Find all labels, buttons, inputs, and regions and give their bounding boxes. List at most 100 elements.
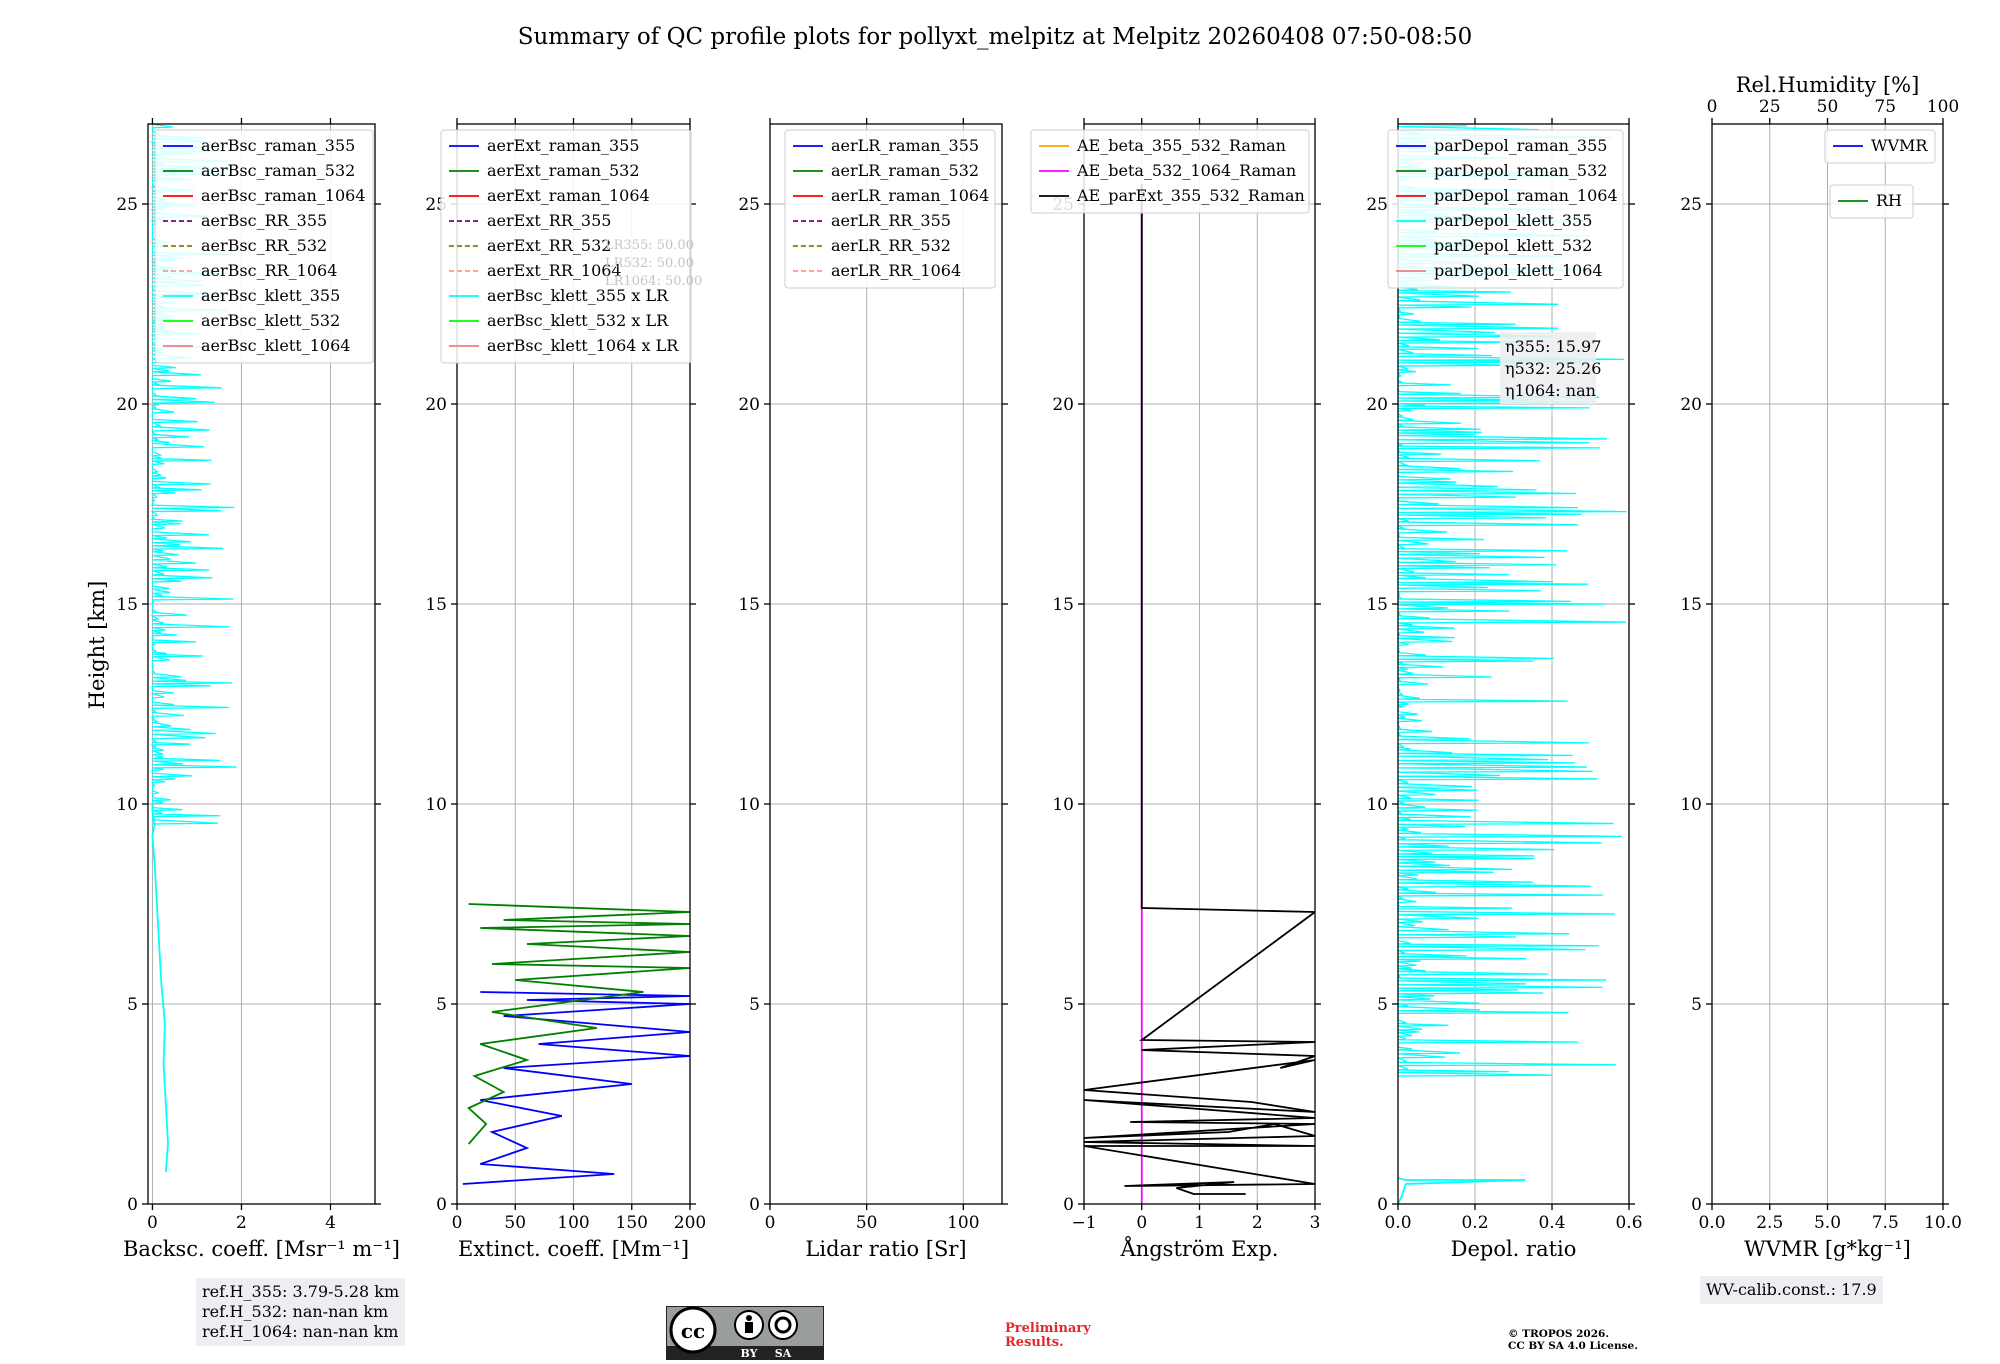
wv-top-xtick-label: 25 — [1759, 97, 1781, 117]
angstrom-xtick-label: −1 — [1071, 1213, 1096, 1233]
wv-ytick-label: 0 — [1691, 1195, 1702, 1215]
backscatter-legend-entry: aerBsc_klett_355 — [201, 286, 340, 305]
depol-xtick-label: 0.0 — [1384, 1213, 1411, 1233]
extinction-ytick-label: 5 — [436, 995, 447, 1015]
wv-legend-entry: WVMR — [1871, 136, 1928, 155]
eta-532-annotation: η532: 25.26 — [1505, 359, 1601, 378]
extinction-ytick-label: 0 — [436, 1195, 447, 1215]
depol-legend-entry: parDepol_raman_532 — [1434, 161, 1607, 180]
angstrom-ytick-label: 15 — [1052, 595, 1074, 615]
ref-height-1064: ref.H_1064: nan-nan km — [202, 1322, 399, 1341]
backscatter-series-aerBsc_klett_355 — [151, 804, 169, 1173]
backscatter-legend — [154, 129, 374, 364]
lidar_ratio-legend-entry: aerLR_raman_1064 — [831, 186, 989, 205]
extinction-legend-entry: aerExt_RR_1064 — [487, 261, 622, 280]
lidar_ratio-legend-entry: aerLR_RR_1064 — [831, 261, 961, 280]
figure-title: Summary of QC profile plots for pollyxt_… — [518, 24, 1473, 50]
wv-ytick-label: 10 — [1680, 795, 1702, 815]
wv-xtick-label: 0.0 — [1698, 1213, 1725, 1233]
cc-by-label: BY — [741, 1347, 758, 1360]
backscatter-xlabel: Backsc. coeff. [Msr⁻¹ m⁻¹] — [123, 1237, 400, 1261]
eta-355-annotation: η355: 15.97 — [1505, 337, 1601, 356]
backscatter-series-aerBsc_klett_355-noise — [149, 124, 237, 825]
wv-legend — [1824, 129, 1936, 164]
wv-xtick-label: 10.0 — [1924, 1213, 1962, 1233]
panel-backscatter: 0 2 4 0 5 10 15 20 25 Backsc. coeff. [Msr⁻¹ m⁻¹] a… — [116, 118, 400, 1261]
angstrom-legend-entry: AE_parExt_355_532_Raman — [1076, 186, 1305, 205]
extinction-ytick-label: 20 — [425, 395, 447, 415]
lidar_ratio-ytick-label: 5 — [749, 995, 760, 1015]
preliminary-line-1: Preliminary — [1005, 1321, 1091, 1336]
depol-legend-entry: parDepol_klett_532 — [1434, 236, 1592, 255]
wv-legend-2 — [1829, 184, 1914, 219]
lidar_ratio-legend-entry: aerLR_RR_355 — [831, 211, 951, 230]
copyright-line-1: © TROPOS 2026. — [1508, 1328, 1610, 1340]
wv-calibration-constant: WV-calib.const.: 17.9 — [1706, 1280, 1877, 1299]
depol-ytick-label: 25 — [1366, 195, 1388, 215]
backscatter-ytick-label: 15 — [116, 595, 138, 615]
depol-xlabel: Depol. ratio — [1451, 1237, 1577, 1261]
backscatter-xtick-label: 0 — [147, 1213, 158, 1233]
angstrom-xtick-label: 0 — [1136, 1213, 1147, 1233]
lidar_ratio-xlabel: Lidar ratio [Sr] — [805, 1237, 966, 1261]
lidar_ratio-ytick-label: 0 — [749, 1195, 760, 1215]
eta-1064-annotation: η1064: nan — [1505, 381, 1596, 400]
backscatter-legend-entry: aerBsc_raman_1064 — [201, 186, 366, 205]
copyright-line-2: CC BY SA 4.0 License. — [1508, 1340, 1638, 1352]
wv-top-xtick-label: 100 — [1927, 97, 1959, 117]
angstrom-xtick-label: 3 — [1310, 1213, 1321, 1233]
extinction-legend-entry: aerExt_raman_355 — [487, 136, 640, 155]
ref-height-532: ref.H_532: nan-nan km — [202, 1302, 389, 1321]
cc-logo-text: cc — [681, 1319, 705, 1343]
height-axis-label: Height [km] — [85, 581, 109, 710]
wv-top-xtick-label: 50 — [1817, 97, 1839, 117]
backscatter-ytick-label: 20 — [116, 395, 138, 415]
depol-eta-box — [1500, 332, 1596, 404]
angstrom-xtick-label: 2 — [1252, 1213, 1263, 1233]
lidar_ratio-xtick-label: 50 — [856, 1213, 878, 1233]
angstrom-ytick-label: 10 — [1052, 795, 1074, 815]
wv-xtick-label: 5.0 — [1814, 1213, 1841, 1233]
depol-series-parDepol_klett_355 — [1398, 1177, 1526, 1204]
backscatter-legend-entry: aerBsc_klett_532 — [201, 311, 340, 330]
wv-xtick-label: 2.5 — [1756, 1213, 1783, 1233]
depol-ytick-label: 0 — [1377, 1195, 1388, 1215]
angstrom-xlabel: Ångström Exp. — [1120, 1236, 1279, 1261]
angstrom-ytick-label: 20 — [1052, 395, 1074, 415]
lidar_ratio-legend-entry: aerLR_raman_532 — [831, 161, 979, 180]
depol-legend-entry: parDepol_klett_355 — [1434, 211, 1592, 230]
copyright-note: © TROPOS 2026. CC BY SA 4.0 License. — [1508, 1328, 1638, 1352]
wv-calibration-box: WV-calib.const.: 17.9 — [1700, 1276, 1883, 1304]
depol-ytick-label: 10 — [1366, 795, 1388, 815]
angstrom-xtick-label: 1 — [1194, 1213, 1205, 1233]
extinction-xtick-label: 100 — [557, 1213, 589, 1233]
backscatter-ytick-label: 0 — [127, 1195, 138, 1215]
wv-ytick-label: 25 — [1680, 195, 1702, 215]
backscatter-xtick-label: 4 — [325, 1213, 336, 1233]
extinction-legend — [440, 129, 692, 364]
panel-depol: 0.0 0.2 0.4 0.6 0 5 10 15 20 25 Depol. ratio parDep… — [1366, 118, 1643, 1261]
depol-ytick-label: 15 — [1366, 595, 1388, 615]
panel-lidar_ratio: 0 50 100 0 5 10 15 20 25 Lidar ratio [Sr] aerLR_ra… — [738, 118, 1008, 1261]
backscatter-legend-entry: aerBsc_klett_1064 — [201, 336, 350, 355]
lidar_ratio-legend — [784, 129, 996, 289]
ref-height-355: ref.H_355: 3.79-5.28 km — [202, 1282, 400, 1301]
depol-ytick-label: 5 — [1377, 995, 1388, 1015]
lidar_ratio-xtick-label: 0 — [765, 1213, 776, 1233]
panel-wv: 0.0 2.5 5.0 7.5 10.0 0 5 10 15 20 25 WVMR [g*kg⁻¹] 0… — [1680, 73, 1962, 1261]
backscatter-frame — [147, 123, 376, 1205]
extinction-legend-entry: aerExt_raman_1064 — [487, 186, 650, 205]
extinction-xtick-label: 150 — [616, 1213, 648, 1233]
preliminary-line-2: Results. — [1005, 1335, 1064, 1350]
depol-xtick-label: 0.4 — [1538, 1213, 1565, 1233]
backscatter-ytick-label: 25 — [116, 195, 138, 215]
angstrom-legend-entry: AE_beta_532_1064_Raman — [1076, 161, 1296, 180]
backscatter-legend-entry: aerBsc_RR_355 — [201, 211, 327, 230]
lr-355-annotation: LR355: 50.00 — [605, 238, 694, 253]
depol-xtick-label: 0.6 — [1615, 1213, 1642, 1233]
backscatter-legend-entry: aerBsc_RR_532 — [201, 236, 327, 255]
lidar_ratio-ytick-label: 15 — [738, 595, 760, 615]
wv-ytick-label: 5 — [1691, 995, 1702, 1015]
